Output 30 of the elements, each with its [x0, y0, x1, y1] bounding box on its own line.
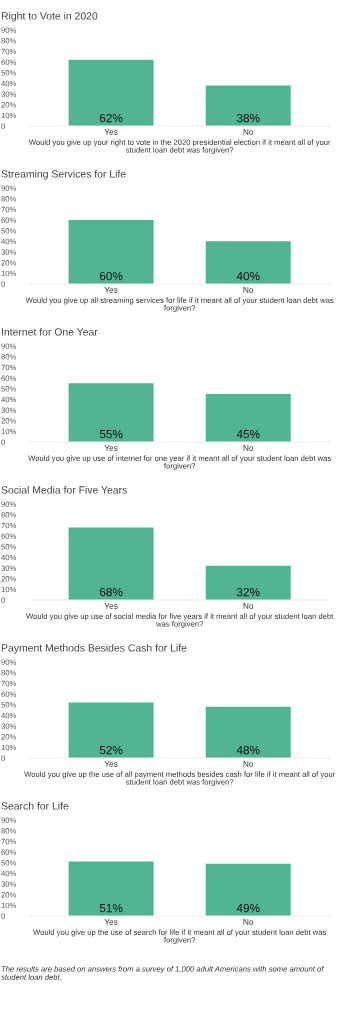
chart-title: Search for Life	[1, 801, 69, 810]
chart-title: Streaming Services for Life	[1, 169, 126, 180]
data-label: 62%	[99, 113, 123, 123]
data-label: 68%	[99, 587, 123, 597]
x-tick-label: No	[243, 445, 254, 451]
x-tick-label: Yes	[104, 603, 118, 609]
x-tick-label: No	[243, 603, 254, 609]
x-tick-label: No	[243, 919, 254, 925]
data-label: 48%	[236, 745, 260, 755]
chart-title: Internet for One Year	[2, 327, 98, 336]
x-tick-label: Yes	[104, 287, 118, 293]
x-tick-label: No	[243, 761, 254, 767]
data-label: 60%	[99, 271, 123, 281]
data-label: 32%	[236, 587, 260, 597]
data-label: 51%	[99, 903, 123, 913]
x-tick-label: Yes	[104, 919, 118, 925]
data-label: 49%	[236, 903, 260, 913]
x-tick-label: No	[243, 129, 254, 135]
data-label: 40%	[236, 271, 260, 281]
data-label: 52%	[99, 745, 123, 755]
x-tick-label: Yes	[104, 129, 118, 135]
data-label: 45%	[236, 429, 260, 439]
chart-title: Right to Vote in 2020	[1, 11, 98, 22]
chart-title: Payment Methods Besides Cash for Life	[1, 643, 187, 654]
x-tick-label: Yes	[104, 445, 118, 451]
data-label: 55%	[99, 429, 123, 439]
chart-title: Social Media for Five Years	[1, 485, 127, 494]
x-tick-label: Yes	[104, 761, 118, 767]
data-label: 38%	[236, 113, 260, 123]
x-tick-label: No	[243, 287, 254, 293]
